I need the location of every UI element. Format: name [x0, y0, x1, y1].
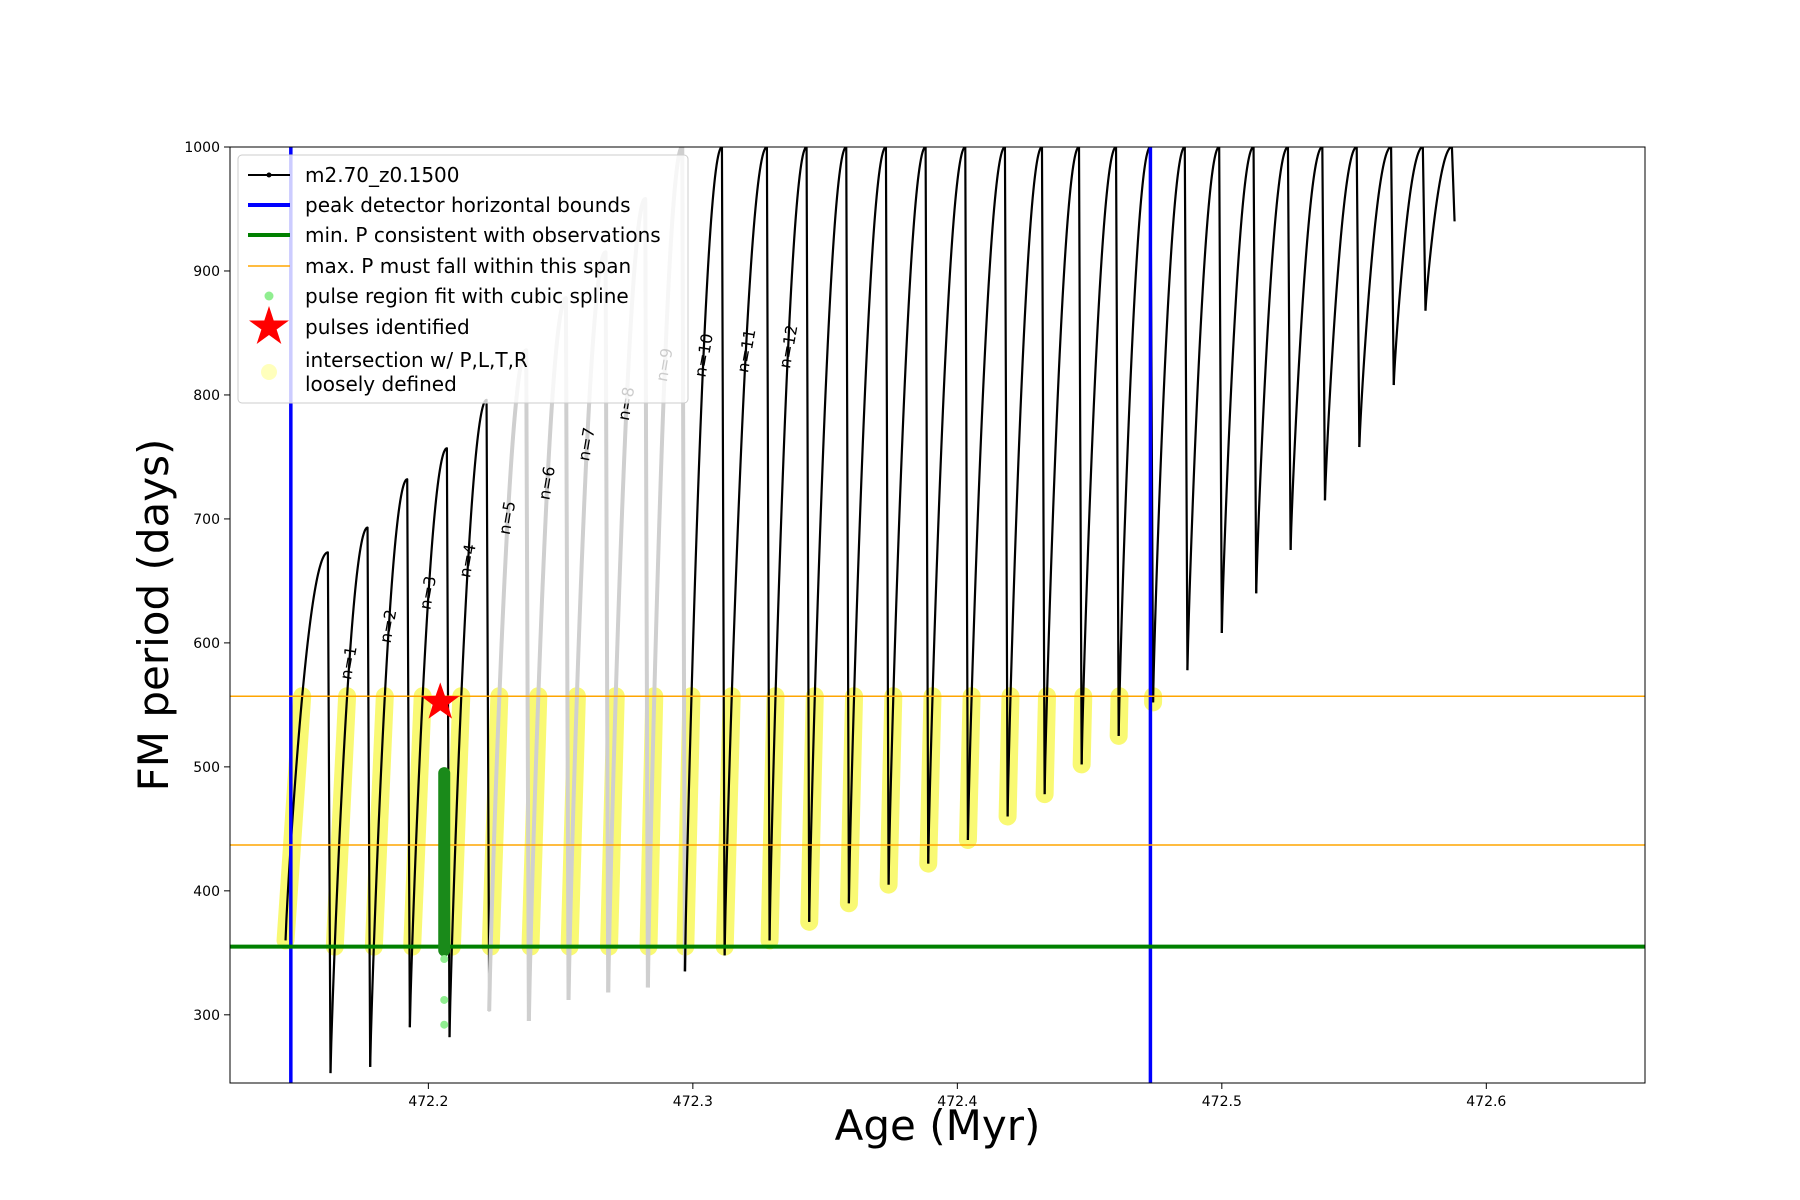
- series-line-pulse-23: [1186, 147, 1223, 671]
- legend-handle-star: [249, 306, 289, 344]
- series-line-pulse-3: [408, 447, 451, 1038]
- series-line-pulse-11: [723, 147, 771, 956]
- series-line-pulse-14: [847, 147, 890, 904]
- x-axis-title: Age (Myr): [835, 1101, 1041, 1150]
- legend-handle-marker: [266, 172, 272, 178]
- y-tick-label: 500: [193, 760, 220, 776]
- series-line-pulse-4: [448, 398, 491, 1038]
- x-tick-label: 472.6: [1466, 1094, 1506, 1110]
- legend-label: max. P must fall within this span: [305, 254, 631, 278]
- y-tick-label: 700: [193, 512, 220, 528]
- series-line-pulse-25: [1255, 147, 1292, 594]
- legend-label: peak detector horizontal bounds: [305, 193, 631, 217]
- legend-box: [237, 154, 689, 404]
- series-line-pulse-24: [1220, 147, 1258, 634]
- reference-lines: [230, 147, 1645, 1083]
- series-line-pulse-20: [1080, 147, 1120, 765]
- x-tick-label: 472.2: [408, 1094, 448, 1110]
- series-line-pulse-15: [887, 147, 930, 885]
- y-tick-label: 300: [193, 1008, 220, 1024]
- legend-label: min. P consistent with observations: [305, 223, 661, 247]
- y-tick-label: 400: [193, 884, 220, 900]
- series-line-pulse-29: [1392, 147, 1427, 386]
- series-line-pulse-22: [1151, 147, 1189, 703]
- y-axis-title: FM period (days): [129, 439, 178, 792]
- legend-label: pulses identified: [305, 315, 470, 339]
- series-line-pulse-17: [966, 147, 1009, 841]
- spline-points: [438, 767, 451, 1029]
- series-line-pulse-30: [1424, 147, 1456, 311]
- x-tick-label: 472.3: [673, 1094, 713, 1110]
- legend-label: pulse region fit with cubic spline: [305, 284, 629, 308]
- series-line-pulse-10: [683, 147, 726, 972]
- legend-handle-halo: [261, 364, 277, 380]
- series-line-pulse-18: [1006, 147, 1046, 817]
- series-line-pulse-13: [808, 147, 850, 922]
- series-line-pulse-21: [1117, 147, 1155, 736]
- series-line-pulse-0: [284, 551, 332, 1074]
- series-line-pulse-12: [768, 147, 811, 941]
- series-line-pulse-2: [369, 478, 411, 1067]
- spline-point-1: [440, 995, 449, 1004]
- x-axis: 472.2 472.3 472.4 472.5 472.6: [408, 1083, 1506, 1110]
- legend-label: m2.70_z0.1500: [305, 163, 460, 187]
- legend-label: intersection w/ P,L,T,R: [305, 348, 528, 372]
- x-tick-label: 472.4: [937, 1094, 977, 1110]
- series-line-pulse-19: [1043, 147, 1083, 795]
- series-line-pulse-28: [1358, 147, 1395, 448]
- plot-area: n=1n=2n=3n=4n=5n=6n=7n=8n=9n=10n=11n=12: [230, 147, 1645, 1083]
- series-line-pulse-27: [1323, 147, 1361, 501]
- legend-label: loosely defined: [305, 372, 457, 396]
- series-line-pulse-1: [329, 526, 372, 1074]
- series-line-pulse-26: [1289, 147, 1327, 550]
- y-tick-label: 900: [193, 264, 220, 280]
- legend-handle-dot: [264, 291, 274, 301]
- x-tick-label: 472.5: [1202, 1094, 1242, 1110]
- y-axis: 300 400 500 600 700 800 900 1000: [184, 140, 230, 1024]
- y-tick-label: 800: [193, 388, 220, 404]
- axes-frame: [229, 146, 1646, 1084]
- series-layer: [284, 147, 1456, 1074]
- spline-point-2: [440, 955, 449, 964]
- y-tick-label: 600: [193, 636, 220, 652]
- series-line-pulse-16: [927, 147, 970, 864]
- spline-point-0: [440, 1020, 449, 1029]
- y-tick-label: 1000: [184, 140, 220, 156]
- pulse-identified-star: [421, 682, 460, 719]
